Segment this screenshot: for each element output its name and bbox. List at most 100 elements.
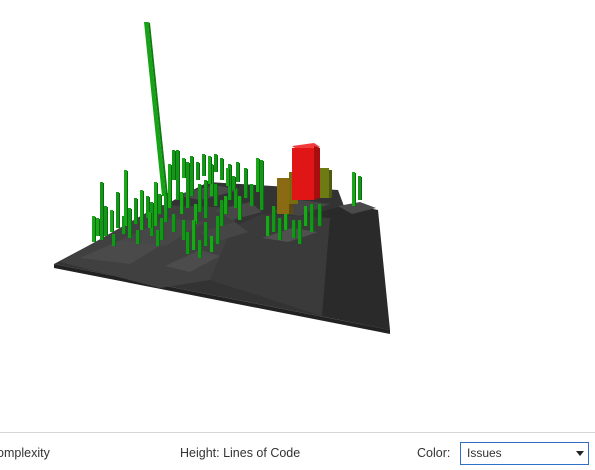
chevron-down-icon[interactable] [576,451,584,456]
building-small[interactable] [204,222,207,246]
building-small[interactable] [214,154,217,172]
building-small[interactable] [172,150,175,180]
building-medium-2[interactable] [318,168,329,198]
building-small[interactable] [278,218,281,240]
building-small[interactable] [140,190,143,230]
building-small-side [217,185,218,206]
building-small[interactable] [232,176,235,190]
building-small[interactable] [180,192,183,214]
building-small[interactable] [160,218,163,240]
building-tallest[interactable] [144,22,166,196]
building-small[interactable] [210,236,213,252]
building-small[interactable] [192,220,195,250]
building-small[interactable] [92,216,95,242]
building-small[interactable] [154,182,157,226]
color-metric-select[interactable]: Issues [460,442,589,465]
building-issue-side [314,146,320,200]
building-small[interactable] [250,184,253,206]
building-small-side [139,231,140,244]
building-small-side [355,173,356,206]
building-small[interactable] [234,188,237,208]
building-small[interactable] [116,192,119,228]
building-small-side [301,221,302,244]
building-small-side [275,207,276,232]
building-small[interactable] [136,230,139,244]
building-small[interactable] [226,168,229,186]
building-small[interactable] [318,204,321,226]
building-small[interactable] [96,218,99,236]
building-small-side [201,185,202,212]
building-small-side [161,195,162,214]
building-small[interactable] [198,240,201,258]
building-small[interactable] [158,194,161,214]
building-small-side [281,219,282,240]
building-small-side [143,191,144,230]
building-small[interactable] [194,204,197,224]
building-small[interactable] [310,204,313,232]
building-small[interactable] [352,172,355,206]
building-small[interactable] [244,168,247,198]
building-small[interactable] [260,160,263,210]
building-small[interactable] [224,196,227,214]
building-small[interactable] [156,230,159,246]
building-small-side [313,205,314,232]
building-small-side [201,241,202,258]
building-small[interactable] [172,214,175,232]
building-small[interactable] [100,182,103,240]
building-small[interactable] [146,196,149,218]
building-tallest-side [148,22,168,196]
building-small[interactable] [122,216,125,234]
building-medium-2-side [329,170,332,198]
building-small[interactable] [292,220,295,238]
building-small-side [239,163,240,182]
building-small[interactable] [176,150,179,176]
building-small[interactable] [256,158,259,192]
building-small[interactable] [104,206,107,236]
building-small[interactable] [220,158,223,180]
building-small-side [295,221,296,238]
building-small[interactable] [168,164,171,186]
building-small[interactable] [186,232,189,254]
building-small-side [217,155,218,172]
building-small[interactable] [196,162,199,180]
building-small-side [171,185,172,208]
metrics-toolbar: Complexity Height: Lines of Code Color: … [0,432,595,470]
building-small[interactable] [236,162,239,182]
building-small[interactable] [112,234,115,246]
building-small[interactable] [204,180,207,218]
building-small[interactable] [214,184,217,206]
building-small-side [235,177,236,190]
building-small[interactable] [164,192,167,222]
building-small-side [189,233,190,254]
building-small[interactable] [124,170,127,226]
building-small[interactable] [216,216,219,244]
height-metric-label: Height: Lines of Code [180,446,301,460]
building-small[interactable] [202,154,205,176]
building-small[interactable] [198,184,201,212]
building-small[interactable] [190,156,193,196]
building-small[interactable] [168,184,171,208]
building-small[interactable] [358,176,361,200]
building-small[interactable] [304,206,307,226]
code-city-canvas[interactable] [0,0,595,432]
building-issue[interactable] [292,148,314,200]
building-medium-1[interactable] [277,178,289,214]
building-small-side [197,205,198,224]
building-small-side [99,219,100,236]
building-small[interactable] [110,210,113,232]
building-small[interactable] [182,158,185,178]
building-small[interactable] [272,206,275,232]
building-small[interactable] [238,196,241,220]
building-small[interactable] [186,162,189,208]
building-small[interactable] [266,216,269,236]
building-small[interactable] [208,156,211,184]
building-small[interactable] [134,198,137,224]
code-city-3d-view[interactable] [0,0,595,432]
building-small-side [163,219,164,240]
building-small[interactable] [220,200,223,226]
building-small[interactable] [182,220,185,240]
building-small[interactable] [298,220,301,244]
building-small[interactable] [128,208,131,238]
building-small[interactable] [148,212,151,228]
building-small[interactable] [176,166,179,200]
